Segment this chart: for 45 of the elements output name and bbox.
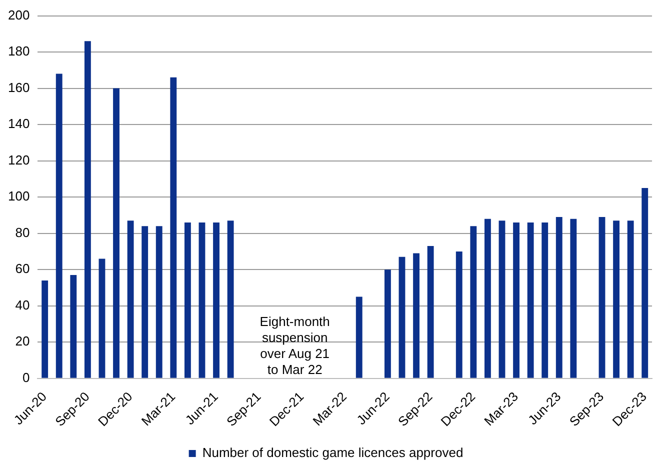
bar xyxy=(356,296,362,378)
y-tick-label: 200 xyxy=(8,7,30,22)
bar xyxy=(170,77,177,378)
bar xyxy=(484,218,491,378)
bar xyxy=(98,258,106,378)
y-tick-label: 40 xyxy=(15,297,30,312)
y-tick-label: 0 xyxy=(22,370,30,385)
bar xyxy=(398,256,406,378)
bar xyxy=(142,226,148,378)
bar xyxy=(556,217,562,378)
y-tick-label: 100 xyxy=(8,188,30,204)
bar xyxy=(456,251,462,378)
bar xyxy=(156,226,162,378)
bar xyxy=(427,246,434,378)
bar xyxy=(527,222,534,378)
bar xyxy=(227,220,234,378)
bar xyxy=(70,275,77,378)
y-tick-label: 120 xyxy=(8,152,30,168)
y-tick-label: 80 xyxy=(15,224,30,240)
annotation: Eight-month suspension over Aug 21 to Mar 22 xyxy=(260,314,330,377)
bar xyxy=(56,74,62,378)
bar xyxy=(598,217,606,378)
legend-label: Number of domestic game licences approved xyxy=(202,445,464,460)
bar xyxy=(113,88,120,378)
bar xyxy=(470,226,477,378)
bar xyxy=(498,220,506,378)
y-tick-label: 160 xyxy=(8,80,30,95)
bar xyxy=(384,270,391,378)
bar xyxy=(84,41,91,378)
bar xyxy=(542,222,548,378)
bar xyxy=(184,222,191,378)
bar xyxy=(42,280,48,378)
bar xyxy=(613,220,620,378)
y-tick-label: 60 xyxy=(15,261,30,276)
y-tick-label: 140 xyxy=(8,116,30,132)
y-tick-label: 20 xyxy=(15,334,30,349)
bar xyxy=(642,188,648,378)
bar xyxy=(627,220,634,378)
bar xyxy=(198,222,206,378)
bar xyxy=(513,222,520,378)
bar xyxy=(213,222,220,378)
bar xyxy=(413,253,420,378)
y-tick-label: 180 xyxy=(8,44,30,59)
bar xyxy=(127,220,134,378)
bar xyxy=(570,218,577,378)
